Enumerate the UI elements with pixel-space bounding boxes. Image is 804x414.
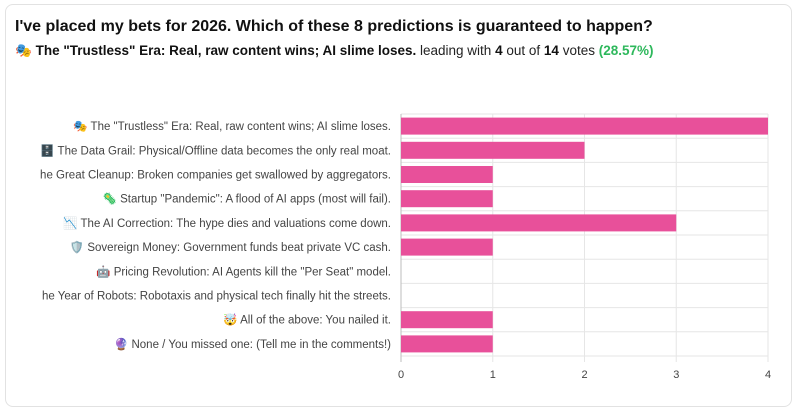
bar-1	[401, 141, 585, 159]
category-label-9: 🔮 None / You missed one: (Tell me in the…	[114, 337, 391, 351]
poll-question: I've placed my bets for 2026. Which of t…	[15, 18, 653, 35]
leader-label: The "Trustless" Era: Real, raw content w…	[35, 43, 417, 58]
x-tick-label-3: 3	[673, 369, 679, 381]
category-label-2: he Great Cleanup: Broken companies get s…	[40, 170, 391, 182]
x-tick-label-1: 1	[490, 369, 496, 381]
total-votes: 14	[543, 43, 559, 58]
leader-summary: 🎭 The "Trustless" Era: Real, raw content…	[15, 43, 654, 59]
leading-with-text: leading with	[420, 43, 492, 58]
category-label-6: 🤖 Pricing Revolution: AI Agents kill the…	[96, 264, 391, 278]
bar-9	[401, 335, 493, 353]
out-of-text: out of	[506, 43, 541, 58]
bar-8	[401, 311, 493, 329]
bar-4	[401, 214, 677, 232]
category-label-3: 🦠 Startup "Pandemic": A flood of AI apps…	[103, 192, 391, 206]
category-label-0: 🎭 The "Trustless" Era: Real, raw content…	[73, 120, 391, 133]
bar-0	[401, 117, 768, 135]
category-label-1: 🗄️ The Data Grail: Physical/Offline data…	[40, 143, 391, 157]
bar-3	[401, 190, 493, 208]
bar-5	[401, 238, 493, 256]
category-label-8: 🤯 All of the above: You nailed it.	[223, 313, 391, 327]
votes-text: votes	[562, 43, 595, 58]
leader-votes: 4	[495, 43, 503, 58]
category-label-5: 🛡️ Sovereign Money: Government funds bea…	[70, 240, 391, 254]
poll-card	[5, 4, 792, 407]
category-label-4: 📉 The AI Correction: The hype dies and v…	[63, 216, 391, 230]
x-tick-label-0: 0	[398, 369, 404, 381]
leader-percentage: (28.57%)	[598, 43, 654, 58]
bar-2	[401, 166, 493, 183]
x-tick-label-4: 4	[765, 369, 771, 381]
category-label-7: he Year of Robots: Robotaxis and physica…	[42, 291, 391, 303]
leader-emoji: 🎭	[15, 43, 32, 59]
x-tick-label-2: 2	[581, 369, 587, 381]
